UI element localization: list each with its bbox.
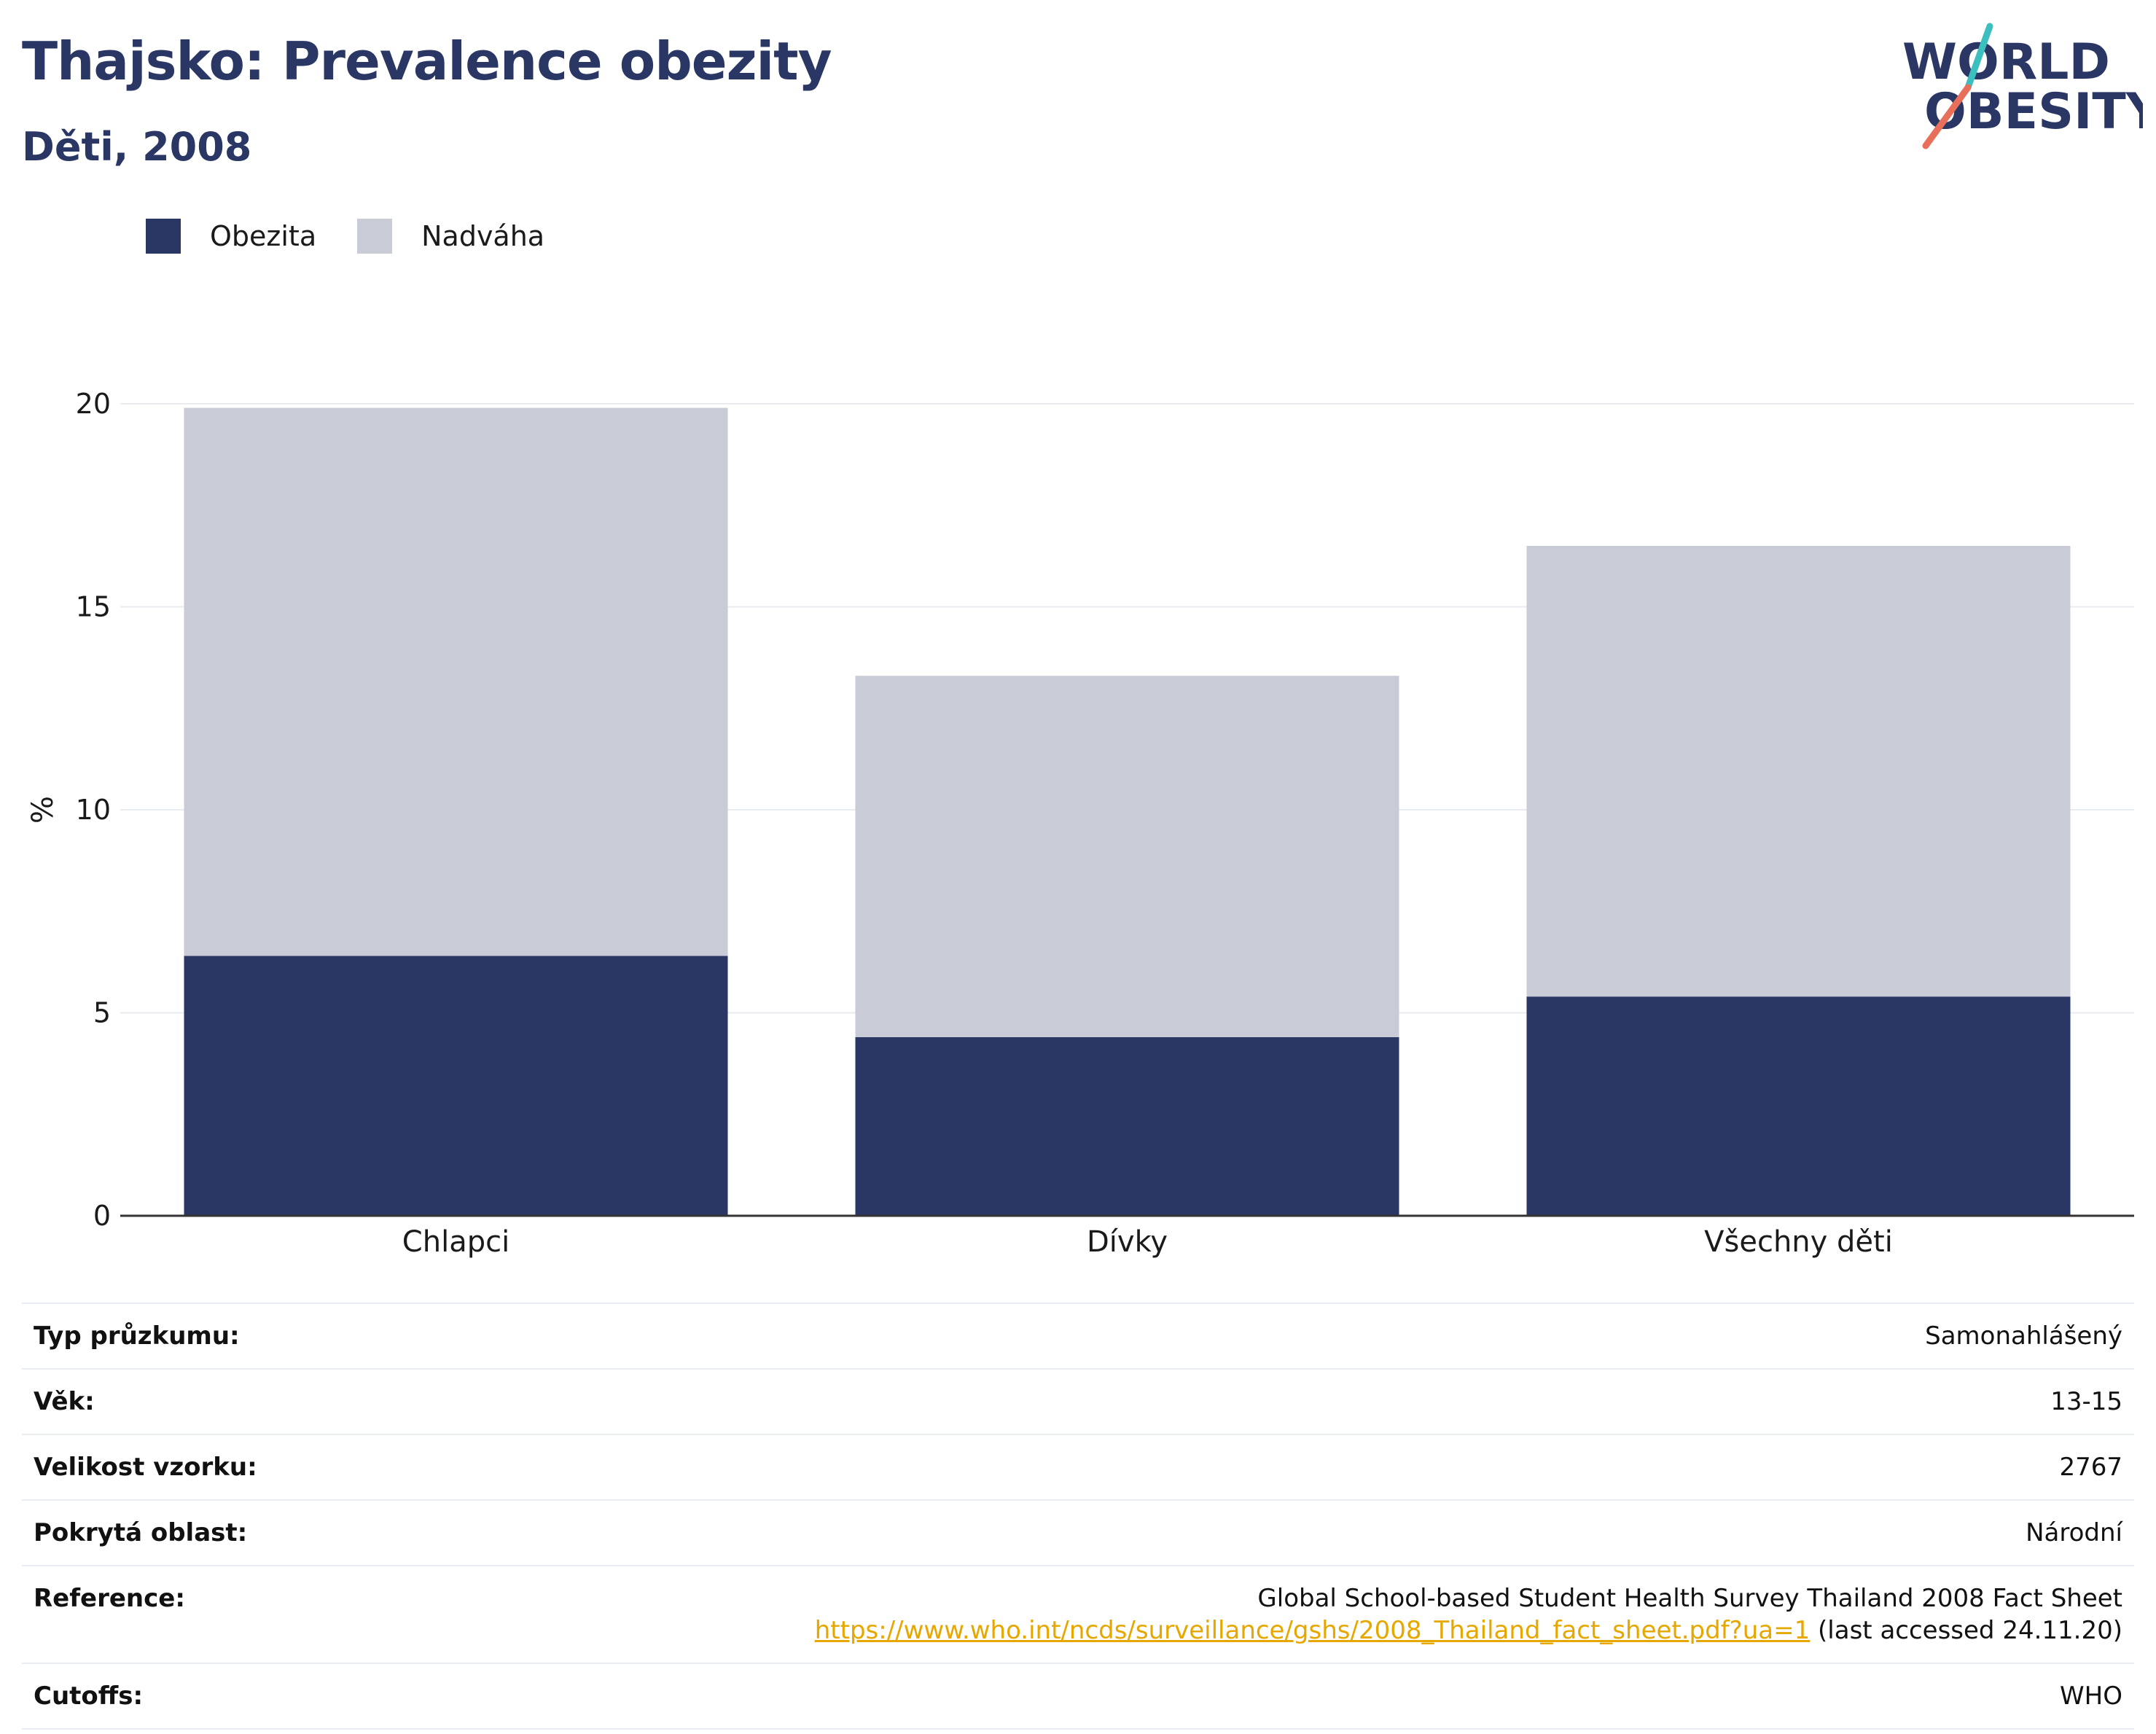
legend-label-obezita: Obezita: [210, 220, 317, 252]
chart-title: Thajsko: Prevalence obezity: [22, 31, 832, 92]
sample-size-value: 2767: [2059, 1453, 2122, 1482]
world-obesity-logo: WORLD OBESITY: [1902, 23, 2143, 149]
reference-accessed: (last accessed 24.11.20): [1818, 1616, 2122, 1645]
legend-item-obezita[interactable]: Obezita: [146, 219, 316, 254]
area-value: Národní: [2026, 1518, 2122, 1547]
cutoffs-value: WHO: [2060, 1682, 2122, 1711]
cutoffs-label: Cutoffs:: [34, 1682, 144, 1711]
survey-type-value: Samonahlášený: [1925, 1321, 2122, 1351]
bar-obezita-1: [184, 956, 728, 1216]
bar-nadváha-3: [1526, 545, 2071, 997]
legend-swatch-obezita: [146, 219, 181, 254]
y-tick-label: 10: [76, 794, 111, 826]
logo-slash-bottom: [1922, 84, 1972, 149]
chart-legend: Obezita Nadváha: [146, 216, 585, 257]
y-tick-label: 15: [76, 591, 111, 623]
legend-item-nadvaha[interactable]: Nadváha: [357, 219, 544, 254]
reference-link[interactable]: https://www.who.int/ncds/surveillance/gs…: [814, 1616, 1811, 1645]
y-axis-title: %: [26, 796, 60, 824]
y-tick-label: 5: [93, 997, 111, 1029]
x-tick-label: Dívky: [1087, 1225, 1168, 1259]
table-row: Typ průzkumu: Samonahlášený: [22, 1303, 2134, 1369]
table-row: Pokrytá oblast: Národní: [22, 1500, 2134, 1566]
table-row: Cutoffs: WHO: [22, 1663, 2134, 1729]
y-tick-label: 20: [76, 388, 111, 420]
logo-line-2: OBESITY: [1924, 83, 2143, 141]
age-label: Věk:: [34, 1387, 95, 1416]
chart-subtitle: Děti, 2008: [22, 124, 252, 170]
sample-size-label: Velikost vzorku:: [34, 1453, 257, 1482]
table-row: Velikost vzorku: 2767: [22, 1434, 2134, 1500]
bar-obezita-2: [855, 1036, 1399, 1216]
bar-obezita-3: [1526, 996, 2071, 1216]
bar-nadváha-1: [184, 407, 728, 956]
reference-label: Reference:: [34, 1584, 185, 1613]
logo-line-1: WORLD: [1902, 34, 2110, 91]
reference-value: Global School-based Student Health Surve…: [352, 1566, 2134, 1663]
y-tick-label: 0: [93, 1200, 111, 1232]
table-row: Věk: 13-15: [22, 1369, 2134, 1434]
area-label: Pokrytá oblast:: [34, 1518, 248, 1547]
legend-label-nadvaha: Nadváha: [421, 220, 545, 252]
x-tick-label: Chlapci: [402, 1225, 509, 1259]
survey-info-table: Typ průzkumu: Samonahlášený Věk: 13-15 V…: [22, 1303, 2134, 1730]
x-tick-label: Všechny děti: [1704, 1225, 1893, 1259]
logo-slash-top: [1964, 23, 1993, 91]
stacked-bar-chart: 0 5 10 15 20% Chlapci Dívky Všechny děti: [26, 388, 2134, 1259]
reference-title: Global School-based Student Health Surve…: [1257, 1584, 2122, 1613]
survey-type-label: Typ průzkumu:: [34, 1321, 240, 1351]
legend-swatch-nadvaha: [357, 219, 393, 254]
table-row: Reference: Global School-based Student H…: [22, 1566, 2134, 1663]
age-value: 13-15: [2050, 1387, 2122, 1416]
bar-nadváha-2: [855, 676, 1399, 1037]
